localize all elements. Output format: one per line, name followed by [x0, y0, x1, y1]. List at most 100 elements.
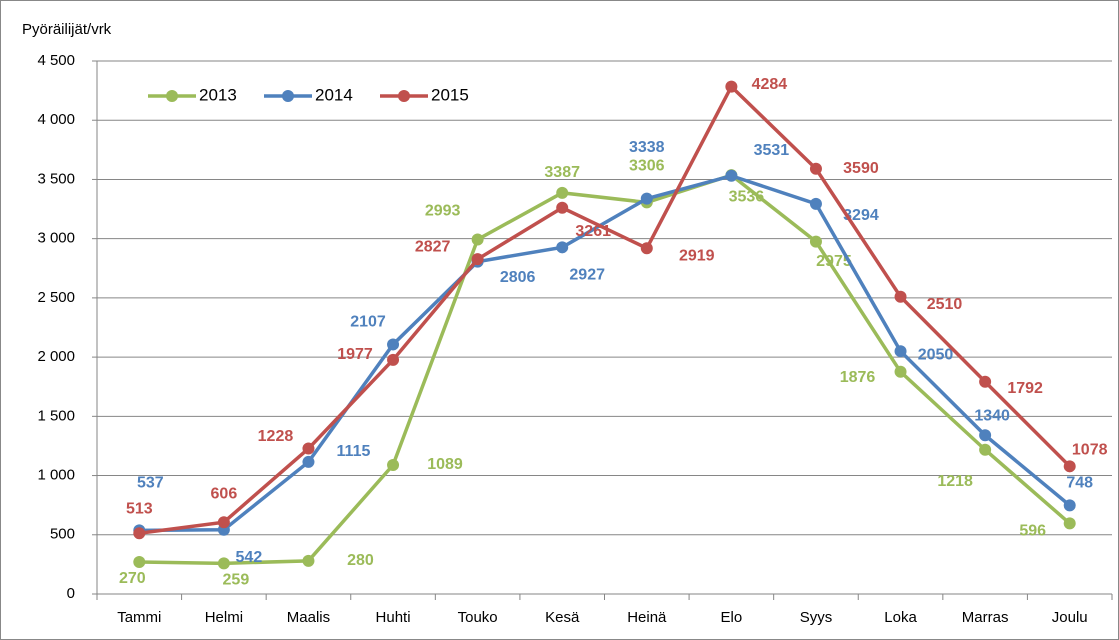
legend-marker: [398, 90, 410, 102]
data-label: 1340: [974, 408, 1010, 425]
x-tick-label: Loka: [884, 609, 917, 626]
data-label: 2510: [927, 296, 963, 313]
x-tick-label: Kesä: [545, 609, 580, 626]
data-label: 2975: [816, 253, 852, 270]
data-label: 1792: [1007, 380, 1043, 397]
x-tick-label: Elo: [721, 609, 743, 626]
y-tick-label: 500: [50, 526, 75, 543]
data-point: [725, 169, 738, 182]
data-label: 1228: [258, 428, 294, 445]
data-point: [809, 235, 822, 248]
y-tick-label: 3 000: [37, 230, 75, 247]
data-point: [387, 459, 400, 472]
data-label: 1089: [427, 456, 463, 473]
data-label: 2927: [569, 267, 605, 284]
y-tick-label: 2 000: [37, 348, 75, 365]
y-axis-label: Pyöräilijät/vrk: [22, 21, 112, 38]
y-tick-label: 1 000: [37, 467, 75, 484]
data-point: [809, 162, 822, 175]
data-point: [640, 242, 653, 255]
y-tick-label: 0: [67, 585, 75, 602]
x-tick-label: Huhti: [376, 609, 411, 626]
data-point: [556, 186, 569, 199]
x-tick-label: Heinä: [627, 609, 667, 626]
data-point: [894, 365, 907, 378]
data-label: 3306: [629, 158, 665, 175]
data-label: 3338: [629, 139, 665, 156]
legend-marker: [166, 90, 178, 102]
series-line: [139, 83, 1071, 535]
data-point: [894, 345, 907, 358]
y-tick-label: 1 500: [37, 407, 75, 424]
x-tick-label: Helmi: [205, 609, 243, 626]
data-point: [809, 197, 822, 210]
data-point: [979, 375, 992, 388]
data-point: [640, 192, 653, 205]
y-tick-label: 4 000: [37, 111, 75, 128]
legend-label: 2015: [431, 85, 469, 104]
data-point: [894, 290, 907, 303]
data-point: [979, 443, 992, 456]
data-point: [387, 338, 400, 351]
data-label: 259: [223, 572, 250, 589]
data-label: 537: [137, 475, 164, 492]
data-point: [725, 80, 738, 93]
data-label: 2827: [415, 238, 451, 255]
data-label: 1078: [1072, 442, 1108, 459]
data-label: 606: [211, 485, 238, 502]
data-point: [556, 201, 569, 214]
data-label: 596: [1019, 523, 1046, 540]
x-tick-label: Touko: [458, 609, 498, 626]
legend-label: 2013: [199, 85, 237, 104]
x-tick-label: Joulu: [1052, 609, 1088, 626]
data-label: 3261: [575, 223, 611, 240]
legend-label: 2014: [315, 85, 353, 104]
data-point: [1063, 517, 1076, 530]
x-tick-label: Tammi: [117, 609, 161, 626]
data-label: 2993: [425, 203, 461, 220]
series-line: [139, 173, 1071, 566]
data-label: 1876: [840, 369, 876, 386]
data-point: [133, 556, 146, 569]
data-point: [471, 233, 484, 246]
data-point: [302, 442, 315, 455]
data-point: [471, 253, 484, 266]
data-point: [302, 455, 315, 468]
data-point: [387, 353, 400, 366]
x-tick-label: Syys: [800, 609, 833, 626]
data-point: [302, 554, 315, 567]
data-label: 1977: [337, 346, 373, 363]
series-line: [139, 173, 1071, 533]
data-label: 3531: [754, 142, 790, 159]
data-label: 3536: [729, 188, 765, 205]
x-tick-label: Marras: [962, 609, 1009, 626]
y-tick-label: 3 500: [37, 170, 75, 187]
data-point: [1063, 460, 1076, 473]
data-point: [556, 241, 569, 254]
data-label: 4284: [752, 76, 788, 93]
data-label: 2919: [679, 247, 715, 264]
data-label: 280: [347, 552, 374, 569]
data-point: [979, 429, 992, 442]
data-label: 1218: [937, 473, 973, 490]
data-label: 1115: [337, 443, 371, 460]
x-tick-label: Maalis: [287, 609, 330, 626]
data-label: 542: [236, 549, 263, 566]
data-point: [217, 516, 230, 529]
data-label: 2050: [918, 346, 954, 363]
data-label: 270: [119, 570, 146, 587]
legend-marker: [282, 90, 294, 102]
data-point: [217, 557, 230, 570]
data-point: [133, 527, 146, 540]
data-label: 3387: [544, 164, 580, 181]
data-point: [1063, 499, 1076, 512]
data-label: 2806: [500, 269, 536, 286]
data-label: 748: [1066, 475, 1093, 492]
y-tick-label: 4 500: [37, 52, 75, 69]
y-tick-label: 2 500: [37, 289, 75, 306]
data-label: 3294: [843, 207, 879, 224]
data-label: 2107: [350, 314, 386, 331]
data-label: 3590: [843, 160, 879, 177]
